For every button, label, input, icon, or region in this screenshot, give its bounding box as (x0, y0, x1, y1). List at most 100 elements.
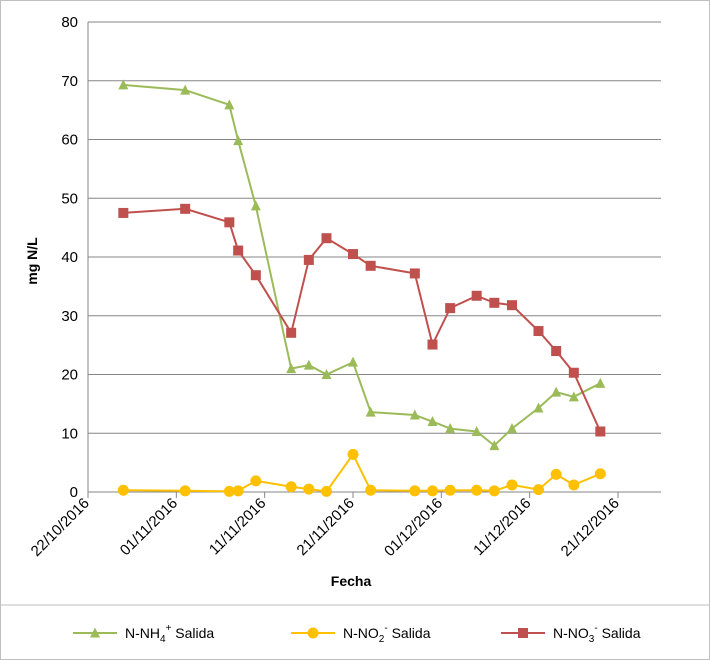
data-point (533, 484, 544, 496)
data-point (507, 423, 517, 434)
x-tick-label: 11/11/2016 (206, 495, 270, 559)
data-point (489, 440, 500, 451)
gridlines (88, 21, 661, 434)
data-point (285, 481, 297, 493)
legend-item: N-NO3- Salida (501, 623, 641, 645)
series-line (123, 452, 601, 493)
data-point (533, 402, 544, 413)
data-point (445, 423, 456, 434)
legend-swatch-marker (90, 627, 100, 638)
data-point (568, 479, 580, 491)
legend-label: N-NO2- Salida (343, 623, 431, 645)
data-point (594, 468, 606, 480)
data-point (179, 485, 191, 497)
data-point (118, 207, 129, 218)
x-tick-label: 11/12/2016 (470, 495, 534, 559)
data-point (348, 356, 358, 367)
series-lines (117, 79, 606, 497)
data-point (471, 484, 483, 496)
x-axis-title: Fecha (331, 573, 372, 589)
data-point (568, 391, 579, 402)
data-point (250, 200, 261, 211)
x-tick-label: 01/12/2016 (381, 495, 446, 560)
data-point (348, 249, 358, 260)
data-point (180, 84, 191, 95)
data-point (533, 326, 544, 337)
series-triangle (118, 79, 606, 451)
data-point (409, 409, 420, 420)
data-point (303, 359, 314, 370)
data-point (233, 245, 244, 256)
legend-item: N-NO2- Salida (291, 623, 431, 645)
y-tick-label: 50 (61, 190, 78, 207)
data-point (551, 346, 562, 356)
data-point (286, 363, 297, 374)
data-point (365, 406, 376, 417)
data-point (250, 270, 261, 281)
y-tick-labels: 0 10 20 30 40 50 60 70 80 (61, 14, 78, 501)
legend: N-NH4+ Salida N-NO2- Salida N-NO3- Salida (73, 623, 641, 645)
data-point (365, 484, 377, 496)
data-point (507, 300, 517, 311)
data-point (224, 99, 235, 110)
data-point (233, 135, 244, 146)
axes (87, 22, 661, 498)
series-circle (117, 448, 606, 497)
series-line (123, 207, 602, 432)
legend-swatch-marker (307, 627, 319, 639)
data-point (250, 475, 262, 487)
legend-label: N-NO3- Salida (553, 623, 641, 645)
y-tick-label: 0 (70, 484, 78, 501)
data-point (595, 426, 606, 437)
data-point (223, 485, 235, 497)
data-point (550, 468, 562, 480)
data-point (489, 297, 500, 308)
x-tick-label: 21/12/2016 (558, 495, 623, 560)
data-point (232, 485, 244, 497)
y-tick-label: 60 (61, 132, 78, 149)
data-point (286, 327, 297, 338)
y-tick-label: 80 (61, 14, 78, 31)
y-axis-title: mg N/L (24, 237, 40, 285)
data-point (488, 485, 500, 497)
data-point (427, 339, 438, 350)
x-tick-label: 22/10/2016 (28, 495, 93, 560)
data-point (117, 484, 129, 496)
data-point (409, 268, 420, 279)
data-point (427, 485, 438, 497)
data-point (303, 254, 314, 265)
x-tick-label: 21/11/2016 (294, 495, 358, 559)
data-point (409, 485, 421, 497)
data-point (321, 233, 332, 244)
data-point (180, 203, 191, 214)
y-tick-label: 20 (61, 367, 78, 384)
data-point (303, 483, 315, 495)
legend-item: N-NH4+ Salida (73, 623, 214, 645)
y-tick-label: 70 (61, 73, 78, 90)
legend-label: N-NH4+ Salida (125, 623, 214, 645)
legend-swatch-marker (518, 628, 528, 638)
y-tick-label: 10 (61, 425, 78, 442)
data-point (427, 416, 438, 426)
data-point (568, 367, 579, 378)
data-point (118, 79, 129, 90)
data-point (471, 290, 482, 301)
data-point (471, 425, 482, 436)
data-point (365, 260, 376, 271)
series-square (118, 203, 606, 437)
x-tick-label: 01/11/2016 (117, 495, 181, 559)
x-tick-labels: 22/10/2016 01/11/2016 11/11/2016 21/11/2016… (28, 495, 623, 560)
data-point (551, 386, 562, 397)
data-point (445, 303, 456, 314)
y-tick-label: 40 (61, 249, 78, 266)
y-tick-label: 30 (61, 308, 78, 325)
data-point (444, 484, 456, 496)
data-point (224, 217, 235, 228)
data-point (321, 369, 332, 379)
data-point (506, 479, 518, 491)
data-point (321, 485, 332, 497)
data-point (595, 377, 606, 388)
data-point (347, 448, 359, 460)
